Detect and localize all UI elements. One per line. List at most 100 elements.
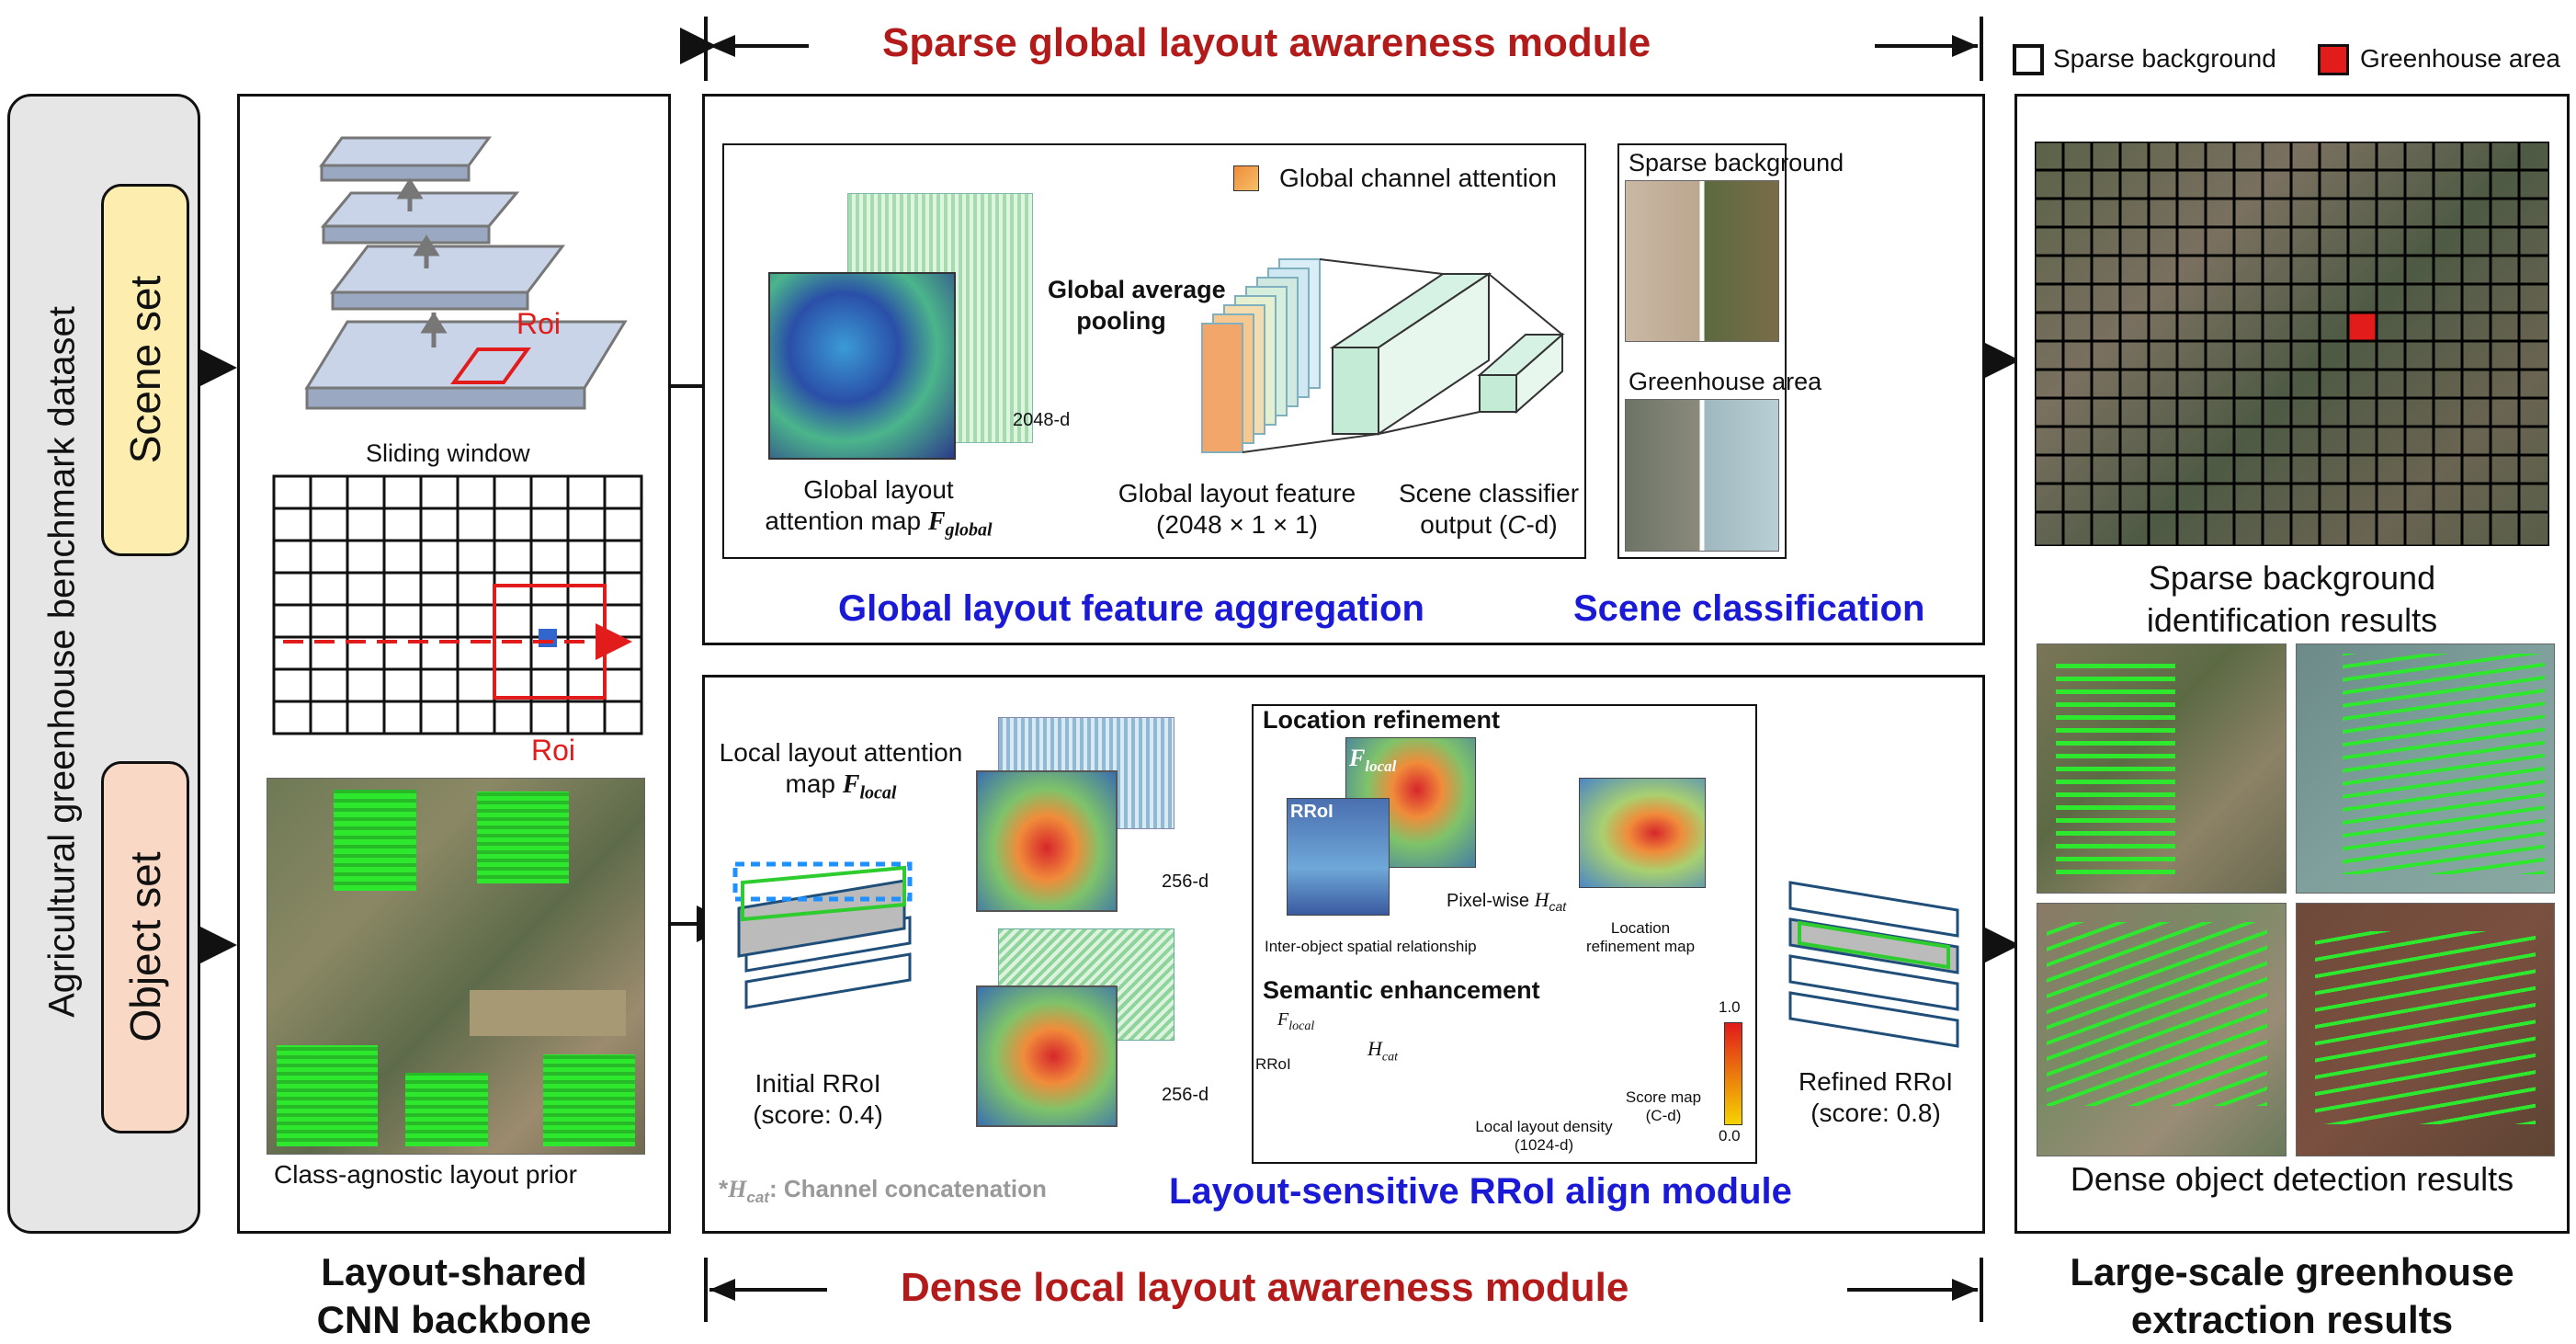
dense-result-image — [2037, 644, 2287, 894]
color-scale-bar — [1724, 1022, 1742, 1125]
initial-rroi-line2: (score: 0.4) — [753, 1100, 883, 1129]
results-label-line2: extraction results — [2130, 1298, 2454, 1341]
dense-result-image — [2296, 903, 2555, 1156]
location-map-caption-line1: Location — [1610, 919, 1671, 937]
refined-rroi-caption: Refined RRoI (score: 0.8) — [1779, 1066, 1972, 1129]
global-feature-caption: Global layout feature (2048 × 1 × 1) — [1090, 478, 1384, 541]
legend-greenhouse-label: Greenhouse area — [2360, 44, 2560, 73]
field-patch — [470, 990, 626, 1036]
results-label: Large-scale greenhouse extraction result… — [2014, 1248, 2570, 1344]
footnote-star: * — [719, 1175, 729, 1202]
global-map-sub: global — [945, 519, 993, 541]
score-map-caption-line1: Score map — [1625, 1088, 1702, 1106]
sparse-results-line1: Sparse background — [2148, 559, 2436, 597]
roi-top-label: Roi — [516, 307, 562, 340]
detection-cluster — [334, 790, 416, 891]
backbone-label-line2: CNN backbone — [316, 1298, 592, 1341]
pixel-wise-label: Pixel-wise Hcat — [1447, 888, 1566, 914]
dense-result-image — [2037, 903, 2287, 1156]
location-refinement-title: Location refinement — [1263, 706, 1501, 734]
results-label-line1: Large-scale greenhouse — [2070, 1250, 2514, 1293]
detection-cluster — [2315, 931, 2536, 1124]
hcat-footnote: *Hcat: Channel concatenation — [719, 1175, 1047, 1207]
roi-box-top — [450, 347, 531, 384]
local-map-caption-line2: map Flocal — [708, 769, 974, 809]
dense-module-title: Dense local layout awareness module — [901, 1265, 1629, 1310]
f-local-tag-sub: local — [1365, 757, 1397, 776]
local-map-caption-line1: Local layout attention — [719, 738, 963, 767]
sem-f-symbol: F — [1277, 1009, 1289, 1030]
scene-sparse-label: Sparse background — [1628, 149, 1844, 177]
scene-sparse-image — [1625, 180, 1779, 342]
layout-prior-caption: Class-agnostic layout prior — [274, 1160, 577, 1189]
sem-f-sub: local — [1288, 1019, 1315, 1033]
density-caption: Local layout density (1024-d) — [1452, 1118, 1636, 1155]
detection-cluster — [405, 1073, 488, 1146]
score-map-caption-line2: (C-d) — [1645, 1107, 1682, 1124]
dim-256-top: 256-d — [1162, 871, 1209, 892]
classifier-pre: output ( — [1420, 510, 1508, 539]
scene-classifier-caption-line2: output (C-d) — [1379, 509, 1599, 541]
density-caption-line1: Local layout density — [1475, 1118, 1613, 1135]
inter-object-label: Inter-object spatial relationship — [1265, 938, 1477, 955]
global-feature-caption-line2: (2048 × 1 × 1) — [1156, 510, 1318, 539]
gap-label-line2: pooling — [1076, 307, 1166, 335]
large-scale-grid — [2035, 142, 2549, 546]
scale-max-label: 1.0 — [1719, 998, 1741, 1016]
location-map-caption-line2: refinement map — [1585, 938, 1696, 955]
dim-256-bottom: 256-d — [1162, 1085, 1209, 1105]
sem-hcat-symbol: H — [1367, 1037, 1382, 1060]
pixel-wise-sub: cat — [1549, 899, 1567, 914]
global-aggregation-title: Global layout feature aggregation — [838, 588, 1424, 629]
sem-rroi-label: RRoI — [1255, 1055, 1291, 1073]
detection-cluster — [2343, 654, 2545, 874]
channel-attention-swatch — [1233, 165, 1259, 191]
detection-cluster — [2056, 663, 2175, 874]
scene-classifier-caption: Scene classifier output (C-d) — [1379, 478, 1599, 541]
global-dim-label: 2048-d — [1013, 410, 1071, 430]
pixel-wise-symbol: H — [1534, 888, 1549, 911]
scale-min-label: 0.0 — [1719, 1127, 1741, 1145]
classifier-post: -d) — [1526, 510, 1558, 539]
initial-rroi-caption: Initial RRoI (score: 0.4) — [726, 1068, 910, 1131]
f-local-tag: Flocal — [1349, 745, 1396, 776]
scene-greenhouse-image — [1625, 399, 1779, 552]
sparse-results-line2: identification results — [2146, 601, 2438, 639]
footnote-sub: cat — [746, 1189, 769, 1207]
layout-prior-image — [267, 778, 645, 1155]
sem-hcat-sub: cat — [1381, 1050, 1398, 1065]
legend-greenhouse-swatch — [2318, 44, 2349, 75]
pixel-wise-text: Pixel-wise — [1447, 891, 1535, 911]
refined-rroi-line2: (score: 0.8) — [1810, 1099, 1941, 1127]
rroi-align-title: Layout-sensitive RRoI align module — [1169, 1171, 1792, 1212]
detection-cluster — [277, 1045, 378, 1146]
dense-results-caption: Dense object detection results — [2070, 1160, 2514, 1198]
backbone-label: Layout-shared CNN backbone — [237, 1248, 671, 1344]
scene-greenhouse-label: Greenhouse area — [1628, 368, 1822, 395]
location-refinement-map — [1579, 778, 1706, 888]
global-feature-caption-line1: Global layout feature — [1118, 479, 1356, 507]
global-map-caption-line2: attention map Fglobal — [759, 506, 998, 546]
legend-sparse-label: Sparse background — [2053, 44, 2276, 73]
sliding-window-label: Sliding window — [366, 439, 530, 467]
legend-sparse-swatch — [2013, 44, 2044, 75]
backbone-label-line1: Layout-shared — [321, 1250, 587, 1293]
global-map-caption-line1: Global layout — [803, 475, 954, 504]
initial-rroi-line1: Initial RRoI — [755, 1069, 881, 1098]
density-caption-line2: (1024-d) — [1514, 1136, 1574, 1154]
object-set-pill — [101, 761, 189, 1133]
detection-cluster — [477, 792, 569, 883]
f-local-tag-symbol: F — [1349, 745, 1366, 771]
footnote-symbol: H — [728, 1176, 747, 1202]
large-scale-map — [2035, 142, 2549, 546]
detection-cluster — [2047, 922, 2267, 1106]
scene-set-pill — [101, 184, 189, 556]
footnote-text: : Channel concatenation — [768, 1175, 1047, 1202]
classifier-c: C — [1507, 510, 1526, 539]
channel-attention-label: Global channel attention — [1279, 164, 1557, 192]
roi-bottom-label: Roi — [531, 734, 576, 767]
sparse-results-caption: Sparse background identification results — [2014, 557, 2570, 642]
global-map-caption-text: attention map — [765, 507, 928, 535]
